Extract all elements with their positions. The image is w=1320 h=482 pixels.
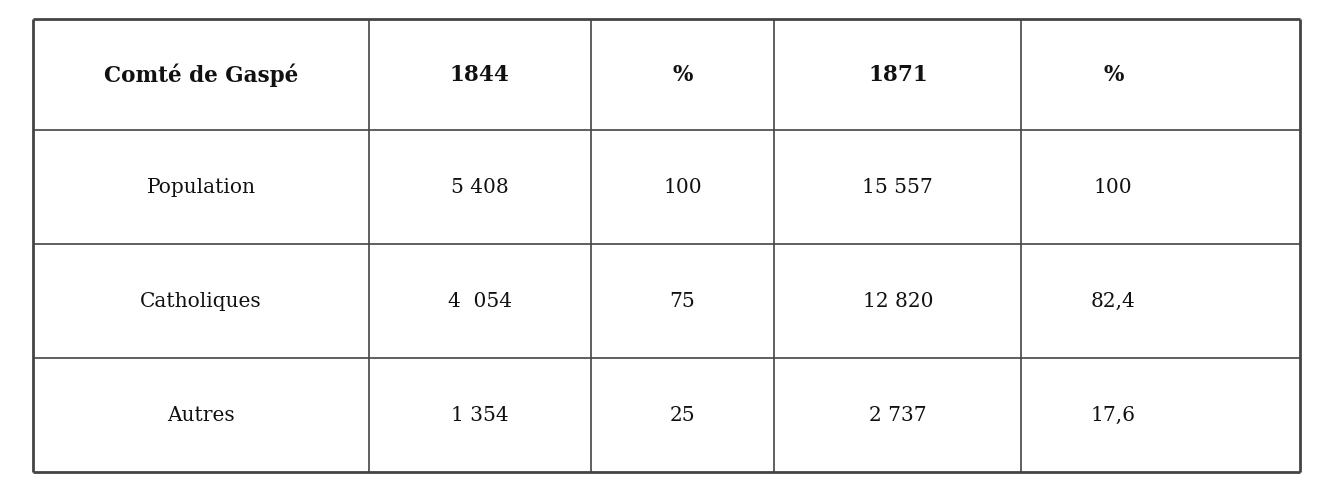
Text: 25: 25 [669, 406, 696, 425]
Text: 5 408: 5 408 [451, 178, 508, 197]
Text: 82,4: 82,4 [1090, 292, 1135, 311]
Text: 15 557: 15 557 [862, 178, 933, 197]
Text: %: % [672, 64, 693, 86]
Text: 2 737: 2 737 [869, 406, 927, 425]
Text: Catholiques: Catholiques [140, 292, 261, 311]
Text: 75: 75 [669, 292, 696, 311]
Text: Autres: Autres [168, 406, 235, 425]
Text: Population: Population [147, 178, 255, 197]
Text: 100: 100 [663, 178, 702, 197]
Text: 1844: 1844 [450, 64, 510, 86]
Text: 1 354: 1 354 [451, 406, 508, 425]
Text: %: % [1104, 64, 1123, 86]
Text: Comté de Gaspé: Comté de Gaspé [104, 63, 298, 87]
Text: 1871: 1871 [869, 64, 928, 86]
Text: 4  054: 4 054 [447, 292, 512, 311]
Text: 100: 100 [1094, 178, 1133, 197]
Text: 17,6: 17,6 [1090, 406, 1135, 425]
Text: 12 820: 12 820 [862, 292, 933, 311]
